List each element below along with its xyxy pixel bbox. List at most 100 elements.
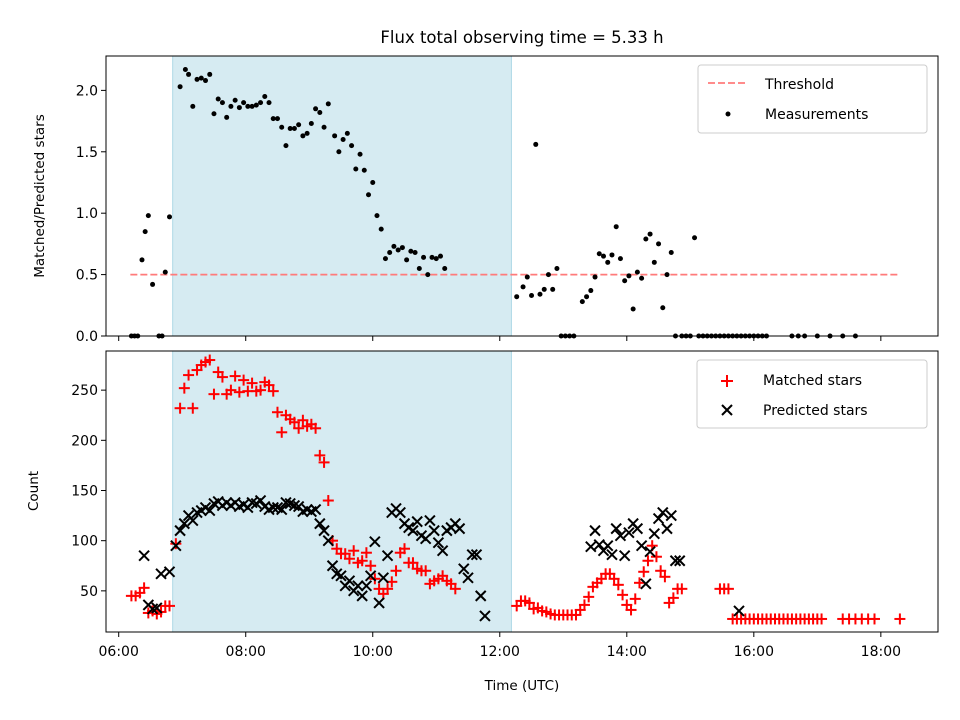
predicted-star-point: [314, 517, 326, 530]
matched-star-point: [612, 579, 624, 591]
measurement-point: [198, 75, 204, 81]
measurement-point: [639, 275, 645, 281]
measurement-point: [253, 102, 259, 108]
measurement-point: [304, 130, 310, 136]
measurement-point: [219, 100, 225, 106]
measurement-point: [287, 125, 293, 131]
matched-star-point: [343, 553, 355, 565]
predicted-star-point: [733, 605, 745, 617]
measurements-series: [128, 67, 858, 339]
predicted-star-point: [394, 506, 406, 519]
measurement-point: [340, 137, 346, 143]
measurement-point: [520, 284, 526, 290]
measurement-point: [300, 133, 306, 139]
measurement-point: [634, 269, 640, 275]
matched-star-point: [246, 377, 258, 389]
matched-star-point: [638, 566, 650, 578]
predicted-star-point: [170, 539, 182, 552]
bottom-panel: 50 100 150 200 250 06:00 08:00 10:00 12:00 14:00…: [26, 350, 939, 694]
predicted-star-point: [309, 503, 322, 516]
predicted-star-point: [652, 512, 665, 525]
predicted-star-point: [146, 603, 159, 615]
matched-star-point: [399, 543, 411, 555]
measurement-point: [626, 273, 632, 279]
measurement-point: [366, 192, 372, 198]
measurement-point: [266, 100, 272, 106]
measurement-point: [529, 292, 535, 298]
matched-star-point: [233, 386, 245, 398]
matched-star-point: [255, 384, 267, 396]
predicted-star-point: [589, 524, 601, 537]
predicted-star-point: [462, 572, 474, 584]
measurement-point: [408, 248, 414, 254]
predicted-star-point: [335, 570, 347, 582]
matched-star-point: [267, 385, 279, 397]
matched-star-point: [178, 382, 190, 394]
measurement-point: [150, 281, 156, 287]
predicted-star-point: [602, 539, 614, 552]
matched-star-point: [667, 592, 679, 604]
top-ytick-label: 0.5: [76, 268, 98, 284]
matched-star-point: [297, 414, 309, 426]
measurement-point: [399, 245, 405, 251]
measurement-point: [162, 269, 168, 275]
top-highlight-span: [172, 55, 512, 337]
measurement-point: [224, 114, 230, 120]
measurement-point: [296, 122, 302, 128]
matched-star-point: [204, 354, 216, 366]
top-ytick-label: 2.0: [76, 83, 98, 99]
predicted-star-point: [318, 524, 330, 537]
measurement-point: [378, 226, 384, 232]
measurement-point: [228, 103, 234, 109]
measurement-point: [391, 243, 397, 249]
measurement-point: [211, 111, 217, 117]
bottom-ytick-label: 200: [71, 433, 98, 449]
measurement-point: [279, 124, 285, 130]
measurement-point: [668, 249, 674, 255]
matched-star-point: [271, 406, 283, 418]
measurement-point: [374, 213, 380, 219]
measurement-point: [325, 101, 331, 107]
predicted-star-point: [657, 506, 669, 519]
predicted-star-point: [428, 524, 440, 537]
matched-star-point: [318, 456, 330, 468]
bottom-xtick-label: 16:00: [734, 644, 774, 660]
predicted-star-point: [453, 522, 466, 535]
legend-measurements-label: Measurements: [765, 107, 868, 123]
bottom-axes-frame: [105, 350, 939, 633]
measurement-point: [321, 124, 327, 130]
predicted-star-point: [174, 524, 186, 537]
predicted-star-point: [470, 549, 483, 561]
matched-star-point: [816, 613, 828, 625]
legend-predicted-label: Predicted stars: [763, 403, 868, 419]
legend-threshold-label: Threshold: [764, 77, 834, 93]
measurement-point: [274, 116, 280, 122]
predicted-star-point: [411, 515, 423, 528]
measurement-point: [609, 252, 615, 258]
matched-star-point: [288, 416, 300, 428]
predicted-star-point: [644, 546, 656, 558]
matched-star-point: [170, 538, 182, 550]
predicted-star-point: [322, 534, 334, 547]
top-chart-title: Flux total observing time = 5.33 h: [380, 28, 663, 47]
bottom-xtick-label: 08:00: [226, 644, 266, 660]
matched-star-point: [138, 582, 150, 594]
predicted-star-point: [373, 597, 385, 609]
measurement-point: [262, 94, 268, 100]
measurement-point: [245, 103, 251, 109]
top-panel: Flux total observing time = 5.33 h 0.0 0.…: [32, 28, 939, 345]
measurement-point: [541, 286, 547, 292]
measurement-point: [437, 253, 443, 259]
measurement-point: [258, 100, 264, 106]
top-ytick-label: 0.0: [76, 329, 98, 345]
measurement-point: [425, 272, 431, 278]
measurement-point: [177, 84, 183, 90]
predicted-star-point: [475, 590, 487, 602]
predicted-star-point: [254, 494, 267, 507]
measurement-point: [382, 256, 388, 262]
matched-star-point: [208, 388, 220, 400]
bottom-legend: Matched stars Predicted stars: [696, 359, 928, 429]
bottom-ytick-label: 150: [71, 483, 98, 499]
predicted-star-point: [360, 580, 373, 592]
predicted-star-point: [187, 514, 199, 527]
